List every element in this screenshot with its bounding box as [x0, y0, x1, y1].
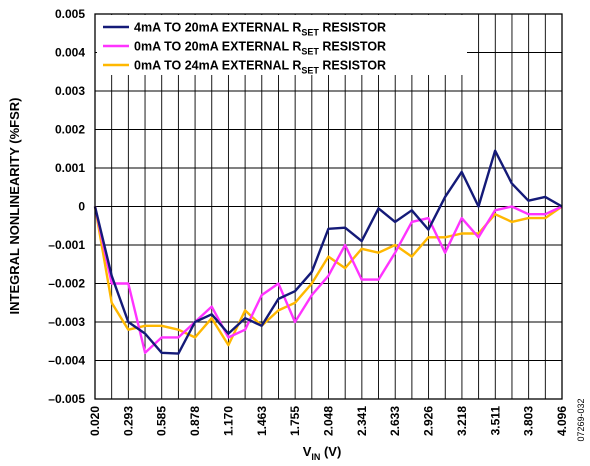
- y-tick-label: 0.003: [55, 84, 85, 98]
- legend-box: [97, 15, 467, 75]
- y-tick-label: –0.005: [48, 392, 85, 406]
- legend-label-tail: RESISTOR: [319, 21, 386, 35]
- series-line-2: [93, 205, 563, 354]
- x-axis-title-subscript: IN: [311, 452, 320, 462]
- y-tick-label: 0.004: [55, 46, 85, 60]
- y-tick-label: –0.001: [48, 238, 85, 252]
- plot-frame: [94, 13, 563, 400]
- x-tick-label: 1.170: [221, 406, 235, 436]
- x-tick-label: 4.096: [555, 406, 569, 436]
- legend-label: 0mA TO 20mA EXTERNAL RSET RESISTOR: [134, 40, 386, 57]
- x-tick-label: 3.218: [455, 406, 469, 436]
- x-tick-label: 2.633: [388, 406, 402, 436]
- x-tick-label: 3.511: [488, 406, 502, 436]
- legend-label: 0mA TO 24mA EXTERNAL RSET RESISTOR: [134, 59, 386, 76]
- legend-label-tail: RESISTOR: [319, 40, 386, 54]
- x-tick-label: 1.463: [255, 406, 269, 436]
- x-axis-title-unit: (V): [320, 444, 341, 459]
- series-line-1: [93, 149, 563, 355]
- legend-label: 4mA TO 20mA EXTERNAL RSET RESISTOR: [134, 21, 386, 38]
- y-axis-title: INTEGRAL NONLINEARITY (%FSR): [7, 98, 22, 315]
- x-tick-label: 2.926: [422, 406, 436, 436]
- legend-label-subscript: SET: [301, 66, 319, 76]
- x-tick-label: 0.020: [88, 406, 102, 436]
- x-tick-label: 3.803: [522, 406, 536, 436]
- legend-label-main: 4mA TO 20mA EXTERNAL R: [134, 21, 301, 35]
- y-tick-label: 0.005: [55, 7, 85, 21]
- y-tick-label: 0: [78, 200, 85, 214]
- legend-label-main: 0mA TO 20mA EXTERNAL R: [134, 40, 301, 54]
- grid-lines: [95, 14, 562, 399]
- y-tick-label: 0.001: [55, 161, 85, 175]
- legend-label-subscript: SET: [301, 28, 319, 38]
- y-tick-label: –0.004: [48, 354, 85, 368]
- y-tick-label: –0.003: [48, 315, 85, 329]
- y-tick-labels: 0.005 0.004 0.003 0.002 0.001 0 –0.001 –0.002 –0…: [48, 7, 85, 406]
- y-tick-label: –0.002: [48, 277, 85, 291]
- x-tick-labels: 0.020 0.293 0.585 0.878 1.170 1.463 1.755 2.048…: [88, 406, 569, 436]
- legend-label-main: 0mA TO 24mA EXTERNAL R: [134, 59, 301, 73]
- x-tick-label: 0.585: [155, 406, 169, 436]
- figure-id: 07269-032: [576, 398, 586, 441]
- x-tick-label: 2.048: [322, 406, 336, 436]
- x-tick-label: 1.755: [288, 406, 302, 436]
- x-tick-label: 0.293: [121, 406, 135, 436]
- legend-label-subscript: SET: [301, 47, 319, 57]
- series-lines: [93, 149, 563, 355]
- legend-label-tail: RESISTOR: [319, 59, 386, 73]
- y-tick-label: 0.002: [55, 123, 85, 137]
- x-axis-title: VIN (V): [303, 444, 342, 462]
- x-tick-label: 0.878: [188, 406, 202, 436]
- x-axis-title-main: V: [303, 444, 312, 459]
- x-tick-label: 2.341: [355, 406, 369, 436]
